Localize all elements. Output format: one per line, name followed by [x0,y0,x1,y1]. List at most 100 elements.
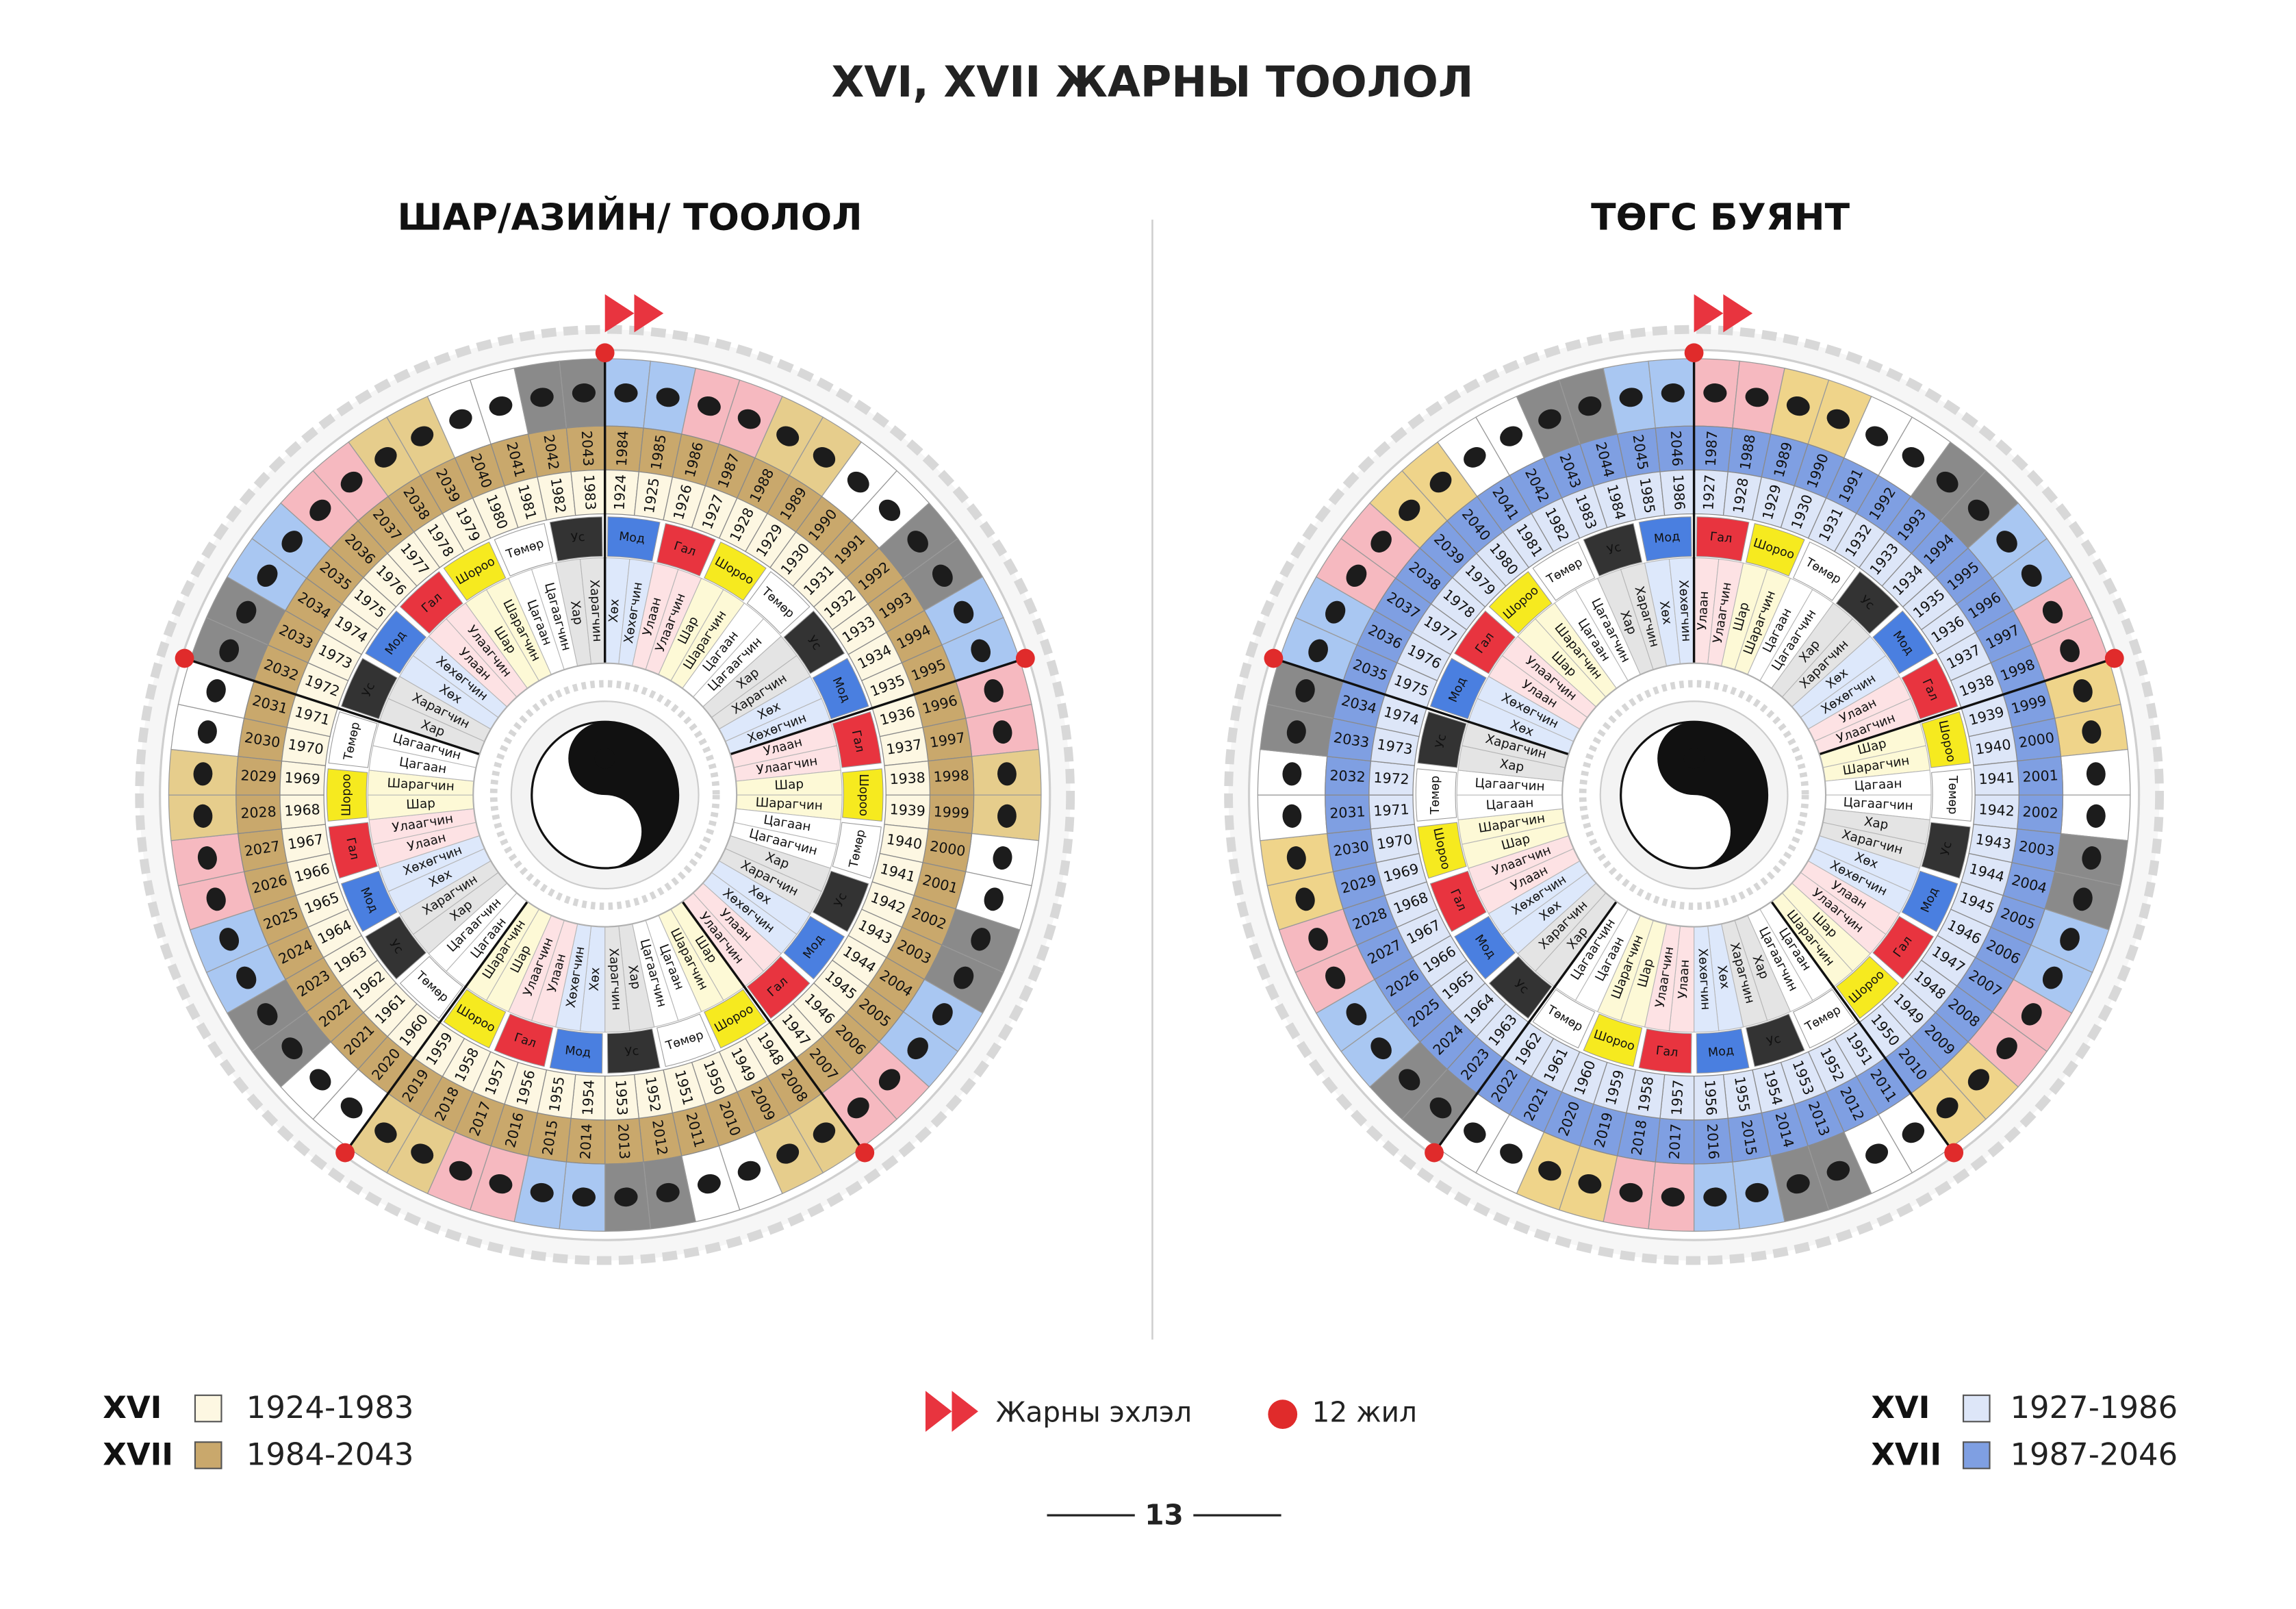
animal-icon [2060,639,2080,663]
animal-icon [656,388,680,407]
animal-icon [1399,499,1420,521]
twelve-separator [1436,900,1618,1149]
color-name: Харагчин [587,579,604,642]
twelve-separator [1279,659,1570,756]
twelve-separator [347,900,528,1149]
element-cell [1417,711,1467,768]
wheel: 19871927Улаан19881928Улаагчин19891929Шар… [1224,294,2164,1265]
animal-icon [1295,887,1315,911]
start-arrow [1694,294,1724,333]
wheel-title: ШАР/АЗИЙН/ ТООЛОЛ [397,195,862,238]
xvii-year: 1998 [933,767,969,785]
element-name: Гал [1655,1044,1679,1060]
animal-icon [340,1097,363,1119]
animal-icon [878,499,901,521]
color-name: Цагаагчин [1475,776,1545,794]
xvi-year: 1983 [581,474,599,510]
twelve-dot [855,1143,875,1163]
xvii-year: 1984 [613,430,632,466]
start-arrow [634,294,664,333]
animal-icon [309,499,331,521]
element-cell [1638,1028,1692,1074]
twelve-separator [190,659,481,756]
animal-icon [954,600,974,624]
animal-icon [1429,1097,1452,1119]
animal-icon [1936,471,1959,493]
animal-icon [411,426,434,446]
color-name: Хөх [607,598,622,623]
element-cell [1532,989,1596,1049]
wheels: 19841924Хөх19851925Хөхөгчин19861926Улаан… [135,294,2164,1469]
animal-icon [1346,564,1367,587]
element-cell [1745,1013,1805,1067]
legend-swatch [194,1394,222,1423]
color-name: Хар [1498,757,1525,774]
animal-icon [2073,887,2093,911]
xvii-year: 2013 [615,1123,633,1159]
animal-icon [1936,1097,1959,1119]
animal-icon [1370,531,1392,553]
color-name: Харагчин [606,948,624,1011]
element-cell [1921,711,1971,768]
animal-icon [813,1122,836,1143]
animal-icon [374,1122,397,1143]
animal-icon [1370,1037,1392,1060]
animal-icon [193,762,213,786]
element-cell [1745,522,1805,577]
xvii-year: 2031 [1329,803,1366,822]
xvii-year: 2002 [2022,803,2058,822]
element-name: Төмөр [1946,775,1959,814]
element-cell [704,989,767,1049]
legend-label: XVI [1871,1389,1930,1426]
legend-range: 1924-1983 [246,1389,414,1426]
legend-range: 1984-2043 [246,1436,414,1473]
animal-icon [1826,1161,1850,1181]
animal-icon [197,720,217,744]
animal-icon [2021,1003,2042,1026]
element-cell [1872,610,1935,674]
start-arrow-icon [952,1391,978,1432]
element-cell [1415,768,1457,822]
element-name: Мод [1707,1044,1735,1061]
page-title: XVI, XVII ЖАРНЫ ТООЛОЛ [831,57,1473,107]
animal-icon [697,396,721,416]
animal-icon [2060,928,2080,951]
yin-yang [594,748,615,769]
animal-icon [1786,1174,1810,1194]
animal-icon [1967,1069,1989,1091]
element-cell [832,822,882,879]
color-name: Шар [406,796,436,812]
key-twelve: 12 жил [1312,1396,1417,1429]
element-cell [365,610,426,674]
wheel-title: ТӨГС БУЯНТ [1591,195,1850,238]
legend-range: 1927-1986 [2010,1389,2178,1426]
element-cell [494,522,554,577]
element-name: Гал [1709,530,1733,546]
animal-icon [236,966,257,989]
element-cell [783,915,845,980]
element-cell [1417,822,1467,879]
animal-icon [971,928,991,951]
animal-icon [309,1069,331,1091]
color-name: Хар [1863,815,1889,833]
animal-icon [907,1037,928,1060]
animal-icon [1325,600,1346,624]
animal-icon [776,426,800,446]
element-name: Мод [618,530,646,546]
yin-yang [531,720,680,870]
xvi-year: 1972 [1373,770,1410,788]
xvi-year: 1924 [611,474,630,510]
start-arrow [604,294,635,333]
element-cell [549,516,603,562]
xvi-year: 1927 [1700,474,1718,510]
element-cell [832,711,882,768]
animal-icon [971,639,991,663]
element-name: Шороо [340,774,353,816]
element-cell [1454,915,1516,980]
element-cell [549,1028,603,1074]
xvi-year: 1953 [613,1079,631,1115]
xvii-year: 2014 [577,1123,596,1159]
animal-icon [1500,1143,1523,1164]
yin-yang [1620,720,1769,870]
